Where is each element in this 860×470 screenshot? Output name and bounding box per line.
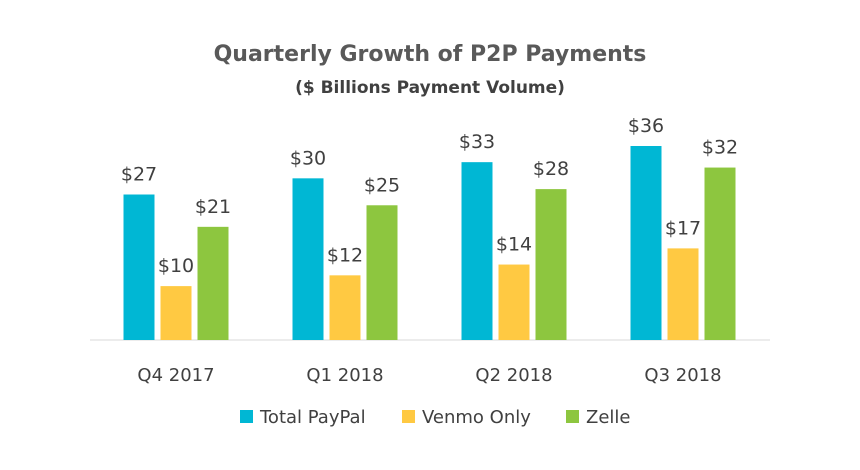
x-tick-label: Q2 2018 [475,365,552,386]
data-label: $36 [628,115,664,137]
bar-venmo-only-3 [667,248,699,340]
bar-total-paypal-2 [461,162,493,340]
data-labels-layer: $27 $10 $21 $30 $12 $25 $33 $14 $28 $36 $17 $32 [121,115,738,277]
x-tick-labels: Q4 2017 Q1 2018 Q2 2018 Q3 2018 [137,365,721,386]
legend-label: Venmo Only [422,407,531,428]
bar-total-paypal-1 [292,178,324,340]
data-label: $28 [533,158,569,180]
bar-zelle-3 [704,167,736,340]
data-label: $17 [665,217,701,239]
data-label: $30 [290,147,326,169]
legend: Total PayPal Venmo Only Zelle [240,407,630,428]
chart-title: Quarterly Growth of P2P Payments [214,42,647,67]
legend-swatch-total-paypal [240,410,253,423]
legend-label: Total PayPal [259,407,366,428]
bar-venmo-only-2 [498,264,530,340]
data-label: $33 [459,131,495,153]
legend-swatch-zelle [566,410,579,423]
x-tick-label: Q1 2018 [306,365,383,386]
legend-swatch-venmo-only [402,410,415,423]
data-label: $14 [496,234,532,256]
data-label: $12 [327,244,363,266]
data-label: $10 [158,255,194,277]
data-label: $32 [702,137,738,159]
x-tick-label: Q3 2018 [644,365,721,386]
bar-zelle-2 [535,189,567,340]
bar-total-paypal-3 [630,146,662,340]
bar-venmo-only-1 [329,275,361,340]
data-label: $21 [195,196,231,218]
data-label: $27 [121,164,157,186]
legend-label: Zelle [586,407,630,428]
chart-subtitle: ($ Billions Payment Volume) [295,78,565,98]
bar-zelle-0 [197,226,229,340]
bar-venmo-only-0 [160,286,192,340]
bars-layer [123,146,736,340]
bar-zelle-1 [366,205,398,340]
bar-total-paypal-0 [123,194,155,340]
x-tick-label: Q4 2017 [137,365,214,386]
data-label: $25 [364,174,400,196]
